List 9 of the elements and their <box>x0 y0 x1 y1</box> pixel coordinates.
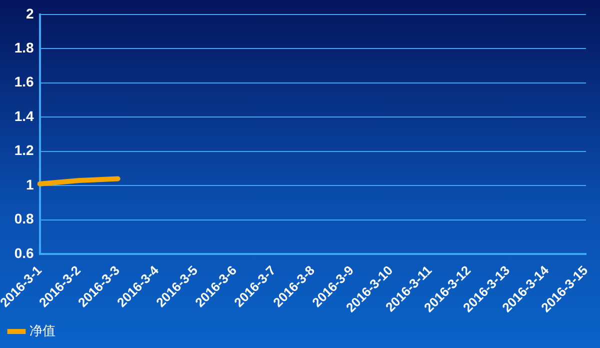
legend-label: 净值 <box>30 324 56 339</box>
y-tick-label: 1.4 <box>14 108 34 124</box>
y-tick-label: 2 <box>26 5 34 22</box>
y-tick-label: 0.6 <box>14 244 34 261</box>
y-tick-label: 0.8 <box>14 210 34 227</box>
y-tick-label: 1.2 <box>14 142 34 158</box>
y-tick-label: 1.8 <box>14 39 34 56</box>
y-tick-label: 1.6 <box>14 74 34 90</box>
y-tick-label: 1 <box>26 176 34 192</box>
